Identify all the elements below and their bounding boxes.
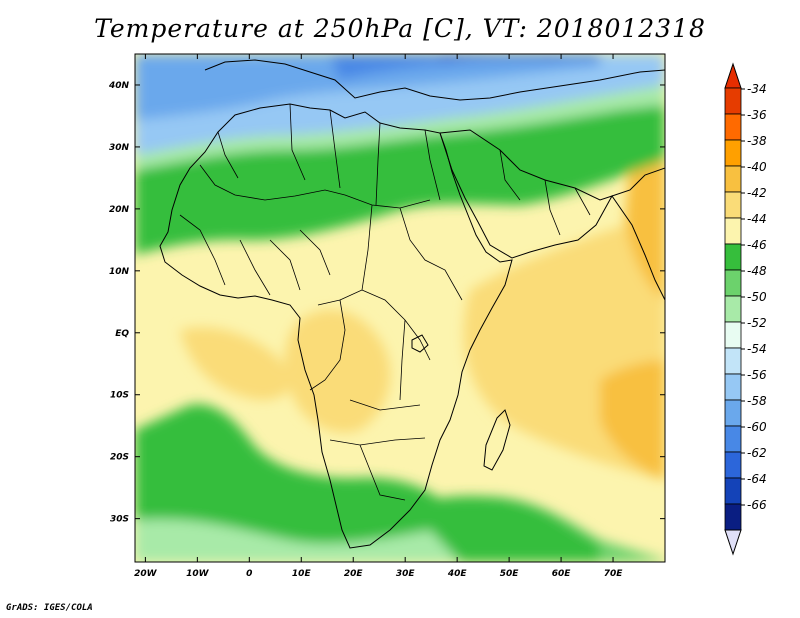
lon-tick-label: 60E	[552, 569, 572, 579]
colorbar-label: -56	[747, 368, 767, 382]
map-frame	[134, 53, 666, 563]
colorbar-label: -42	[747, 186, 767, 200]
lake-victoria	[411, 334, 429, 353]
colorbar-swatch	[724, 217, 742, 245]
lon-tick-label: 70E	[604, 569, 624, 579]
lat-tick-label: EQ	[115, 329, 129, 339]
colorbar-label: -50	[747, 290, 767, 304]
india-coastline	[611, 167, 665, 301]
colorbar-label: -66	[747, 498, 767, 512]
temperature-field	[135, 54, 665, 562]
colorbar-label: -40	[747, 160, 767, 174]
colorbar-label: -62	[747, 446, 767, 460]
colorbar-swatch	[724, 243, 742, 271]
colorbar-top-arrow	[724, 62, 742, 89]
colorbar-swatch	[724, 191, 742, 219]
lon-tick-label: 20E	[344, 569, 364, 579]
lat-tick-label: 20N	[109, 205, 130, 215]
longitude-axis: 20W 10W 0 10E 20E 30E 40E 50E 60E 70E	[134, 54, 623, 579]
arabia-coastline	[439, 129, 614, 259]
colorbar-label: -58	[747, 394, 767, 408]
africa-coastline	[159, 103, 513, 549]
lon-tick-label: 10E	[292, 569, 312, 579]
colorbar-swatch	[724, 347, 742, 375]
lon-tick-label: 0	[246, 569, 252, 579]
colorbar-label: -34	[747, 82, 767, 96]
lon-tick-label: 10W	[186, 569, 210, 579]
colorbar-label: -38	[747, 134, 767, 148]
colorbar-swatch	[724, 269, 742, 297]
colorbar-swatch	[724, 87, 742, 115]
colorbar-swatch	[724, 425, 742, 453]
lon-tick-label: 50E	[500, 569, 520, 579]
lat-tick-label: 20S	[110, 453, 129, 463]
colorbar-label: -52	[747, 316, 767, 330]
colorbar-label: -46	[747, 238, 767, 252]
colorbar: -34 -36 -38 -40 -42 -44 -46 -48 -50 -52 -54 -56 -58 -…	[724, 62, 767, 556]
colorbar-swatch	[724, 373, 742, 401]
lat-tick-label: 10S	[110, 391, 129, 401]
lon-tick-label: 20W	[134, 569, 158, 579]
colorbar-swatch	[724, 321, 742, 349]
colorbar-swatch	[724, 139, 742, 167]
colorbar-swatch	[724, 295, 742, 323]
grads-credit: GrADS: IGES/COLA	[6, 603, 93, 613]
colorbar-swatch	[724, 451, 742, 479]
colorbar-bottom-arrow	[724, 529, 742, 556]
colorbar-swatch	[724, 113, 742, 141]
colorbar-label: -64	[747, 472, 767, 486]
lat-tick-label: 30S	[110, 515, 129, 525]
colorbar-swatch	[724, 165, 742, 193]
lat-tick-label: 10N	[109, 267, 130, 277]
colorbar-label: -48	[747, 264, 767, 278]
colorbar-swatch	[724, 399, 742, 427]
country-borders	[179, 103, 591, 501]
colorbar-label: -36	[747, 108, 767, 122]
lon-tick-label: 40E	[447, 569, 468, 579]
colorbar-label: -54	[747, 342, 767, 356]
colorbar-swatch	[724, 477, 742, 505]
latitude-axis: 40N 30N 20N 10N EQ 10S 20S 30S	[108, 81, 665, 525]
europe-coastline	[204, 59, 665, 101]
lat-tick-label: 30N	[109, 143, 130, 153]
lat-tick-label: 40N	[108, 81, 130, 91]
coastlines	[159, 59, 665, 549]
colorbar-label: -60	[747, 420, 767, 434]
map-title: Temperature at 250hPa [C], VT: 201801231…	[94, 14, 706, 43]
colorbar-swatch	[724, 503, 742, 531]
madagascar-coastline	[483, 409, 511, 471]
lon-tick-label: 30E	[396, 569, 416, 579]
colorbar-label: -44	[747, 212, 767, 226]
